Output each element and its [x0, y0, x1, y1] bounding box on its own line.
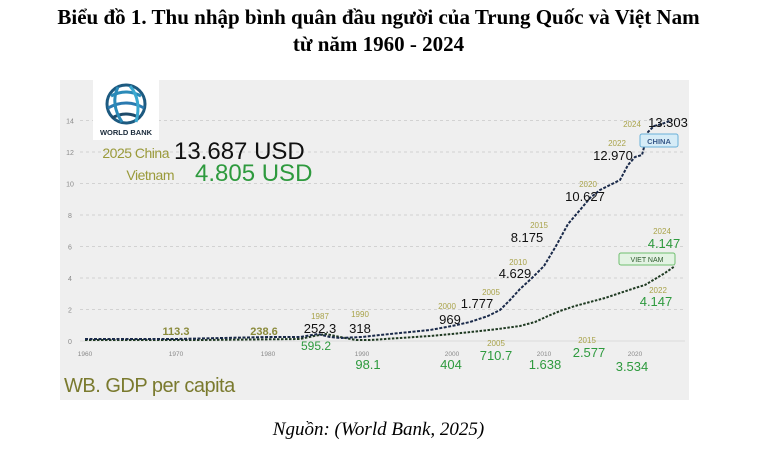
annotation-year: 2010	[509, 258, 527, 267]
china-line	[85, 119, 673, 340]
annotation-value: 4.629	[499, 266, 532, 281]
vietnam-line	[85, 265, 676, 341]
china-legend-tag: CHINA	[639, 133, 679, 148]
annotation-value: 318	[349, 321, 371, 336]
annotation-year: 2022	[608, 139, 626, 148]
title-line-1: Biểu đồ 1. Thu nhập bình quân đầu người …	[57, 5, 700, 29]
annotation-value: 2.577	[573, 345, 606, 360]
x-tick: 2000	[445, 351, 460, 358]
headline-china-label: 2025 China	[102, 145, 169, 161]
annotation-value: 710.7	[480, 348, 513, 363]
annotation-value: 13.303	[648, 115, 688, 130]
vietnam-legend-tag: VIET NAM	[618, 252, 676, 266]
x-axis: 1960 1970 1980 1990 2000 2010 2020	[78, 351, 643, 358]
annotation-year: 1990	[351, 310, 369, 319]
annotation-year: 2015	[578, 336, 596, 345]
x-tick: 1970	[169, 351, 184, 358]
annotation-year: 1987	[311, 312, 329, 321]
annotation-value: 98.1	[355, 357, 380, 372]
annotation-year: 2015	[530, 221, 548, 230]
annotation-value: 4.147	[648, 236, 681, 251]
chart-panel	[60, 80, 689, 400]
headline-vietnam-label: Vietnam	[126, 167, 174, 183]
annotation-year: 2024	[623, 120, 641, 129]
y-tick: 6	[68, 245, 72, 252]
annotation-year: 2024	[653, 227, 671, 236]
china-tag-label: CHINA	[647, 137, 671, 146]
y-tick: 0	[68, 339, 72, 346]
annotation-value: 4.147	[640, 294, 673, 309]
annotation-value: 12.970	[593, 148, 633, 163]
x-tick: 2020	[628, 351, 643, 358]
y-axis: 0 2 4 6 8 10 12 14	[66, 119, 74, 347]
world-bank-logo: WORLD BANK	[93, 80, 159, 140]
world-bank-globe-icon	[105, 83, 147, 125]
annotation-year: 2020	[579, 180, 597, 189]
annotation-value: 969	[439, 312, 461, 327]
annotation-value: 404	[440, 357, 462, 372]
world-bank-logo-text: WORLD BANK	[100, 128, 153, 137]
y-tick: 10	[66, 182, 74, 189]
annotation-year: 2000	[438, 302, 456, 311]
y-tick: 8	[68, 213, 72, 220]
chart-title: Biểu đồ 1. Thu nhập bình quân đầu người …	[0, 4, 757, 58]
headline-vietnam-value: 4.805 USD	[195, 160, 312, 187]
annotation-year: 2005	[487, 339, 505, 348]
x-tick: 1960	[78, 351, 93, 358]
y-tick: 2	[68, 308, 72, 315]
annotation-value: 238.6	[250, 326, 278, 338]
annotation-value: 113.3	[163, 326, 190, 338]
annotation-value: 1.777	[461, 296, 494, 311]
x-tick: 1980	[261, 351, 276, 358]
annotation-value: 595.2	[301, 339, 331, 353]
vietnam-annotations: 595.2 98.1 404 2005 710.7 1.638 2015 2.5…	[301, 227, 680, 374]
annotation-year: 2005	[482, 288, 500, 297]
china-annotations: 113.3 238.6 1987 252.3 1990 318 2000 969…	[163, 115, 688, 338]
annotation-value: 252.3	[304, 321, 337, 336]
y-tick: 14	[66, 119, 74, 126]
y-gridlines	[80, 120, 685, 342]
y-tick: 4	[68, 276, 72, 283]
annotation-value: 1.638	[529, 357, 562, 372]
source-caption: Nguồn: (World Bank, 2025)	[272, 419, 485, 440]
headline-values: 2025 China 13.687 USD Vietnam 4.805 USD	[102, 138, 312, 187]
headline-china-value: 13.687 USD	[174, 138, 305, 165]
annotation-value: 8.175	[511, 230, 544, 245]
gdp-per-capita-label: WB. GDP per capita	[64, 375, 236, 397]
y-tick: 12	[66, 150, 74, 157]
x-tick: 1990	[355, 351, 370, 358]
title-line-2: từ năm 1960 - 2024	[292, 32, 465, 56]
annotation-value: 3.534	[616, 359, 649, 374]
annotation-value: 10.627	[565, 189, 605, 204]
annotation-year: 2022	[649, 286, 667, 295]
vietnam-tag-label: VIET NAM	[631, 257, 664, 264]
x-tick: 2010	[537, 351, 552, 358]
